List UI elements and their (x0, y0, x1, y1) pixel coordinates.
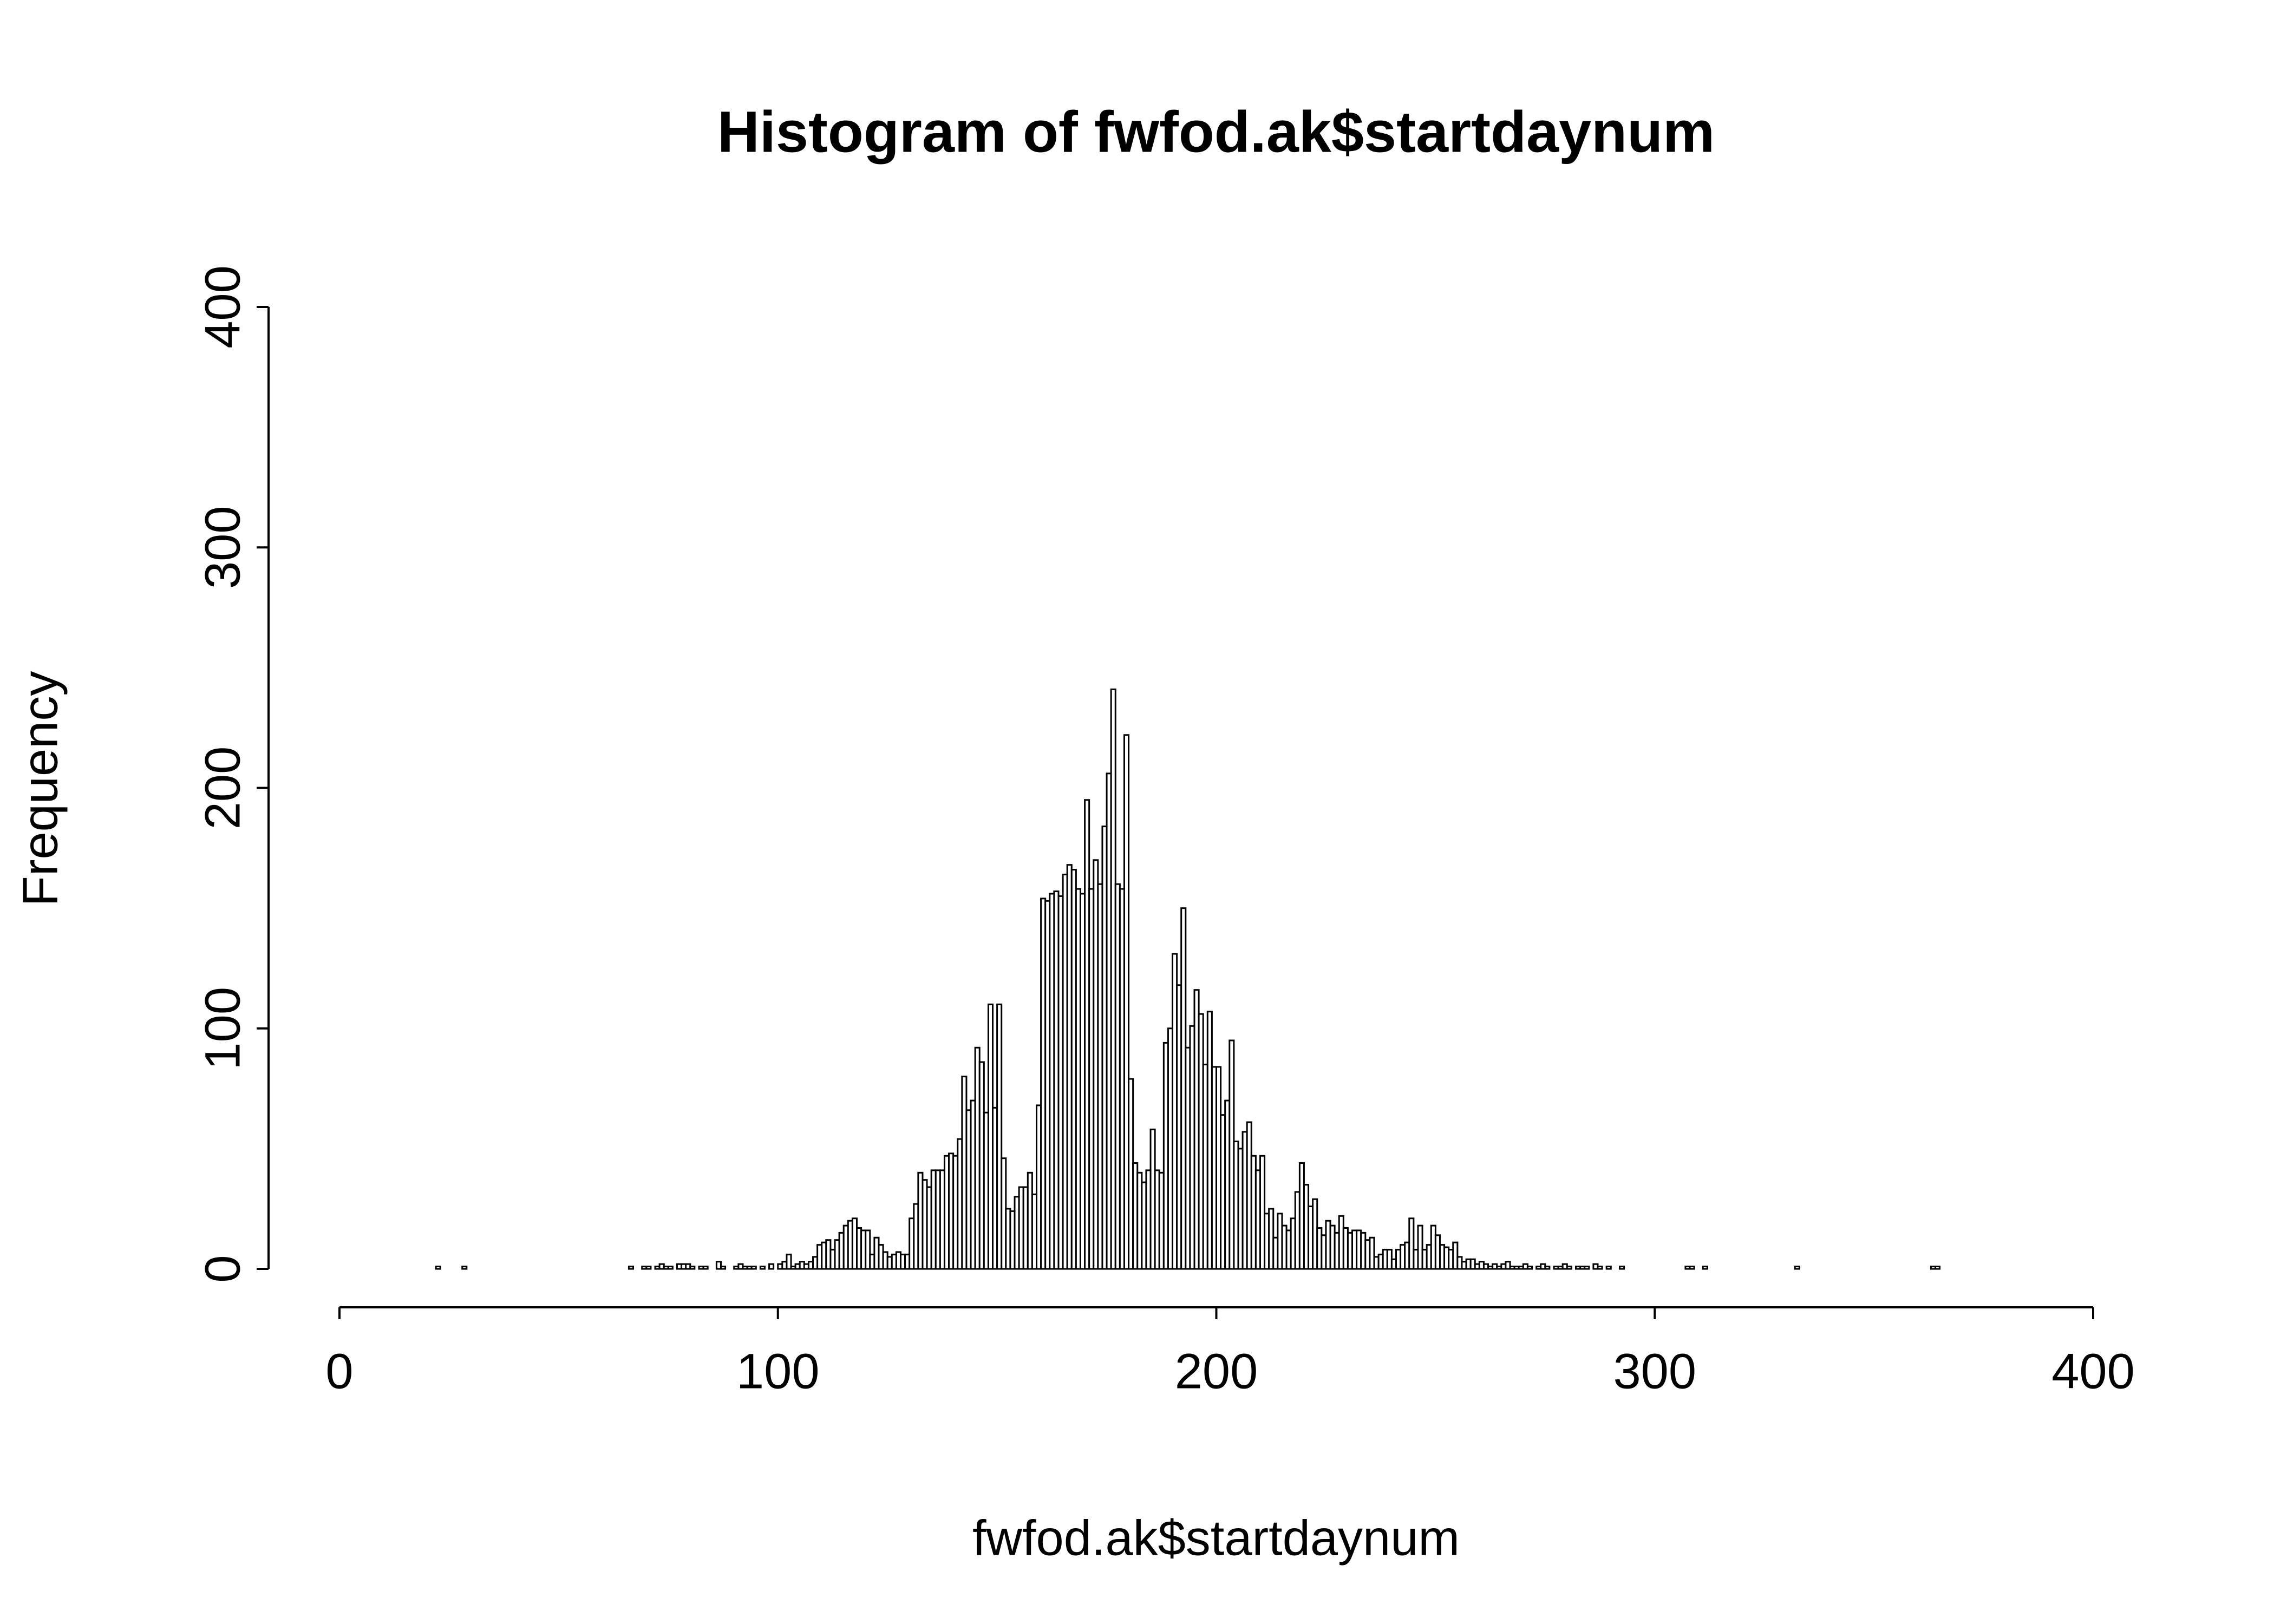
bar (645, 1266, 652, 1270)
bar (1526, 1266, 1533, 1270)
y-axis-label: Frequency (12, 671, 68, 907)
bar (786, 1253, 792, 1270)
bar (1934, 1266, 1941, 1270)
bar (759, 1266, 766, 1270)
bar (1597, 1266, 1603, 1270)
bar (461, 1266, 468, 1270)
bar (1123, 734, 1130, 1270)
bar (768, 1263, 775, 1270)
chart-title: Histogram of fwfod.ak$startdaynum (717, 99, 1715, 165)
x-tick-label: 200 (1175, 1344, 1258, 1399)
bar (1505, 1261, 1511, 1270)
x-tick-label: 100 (736, 1344, 820, 1399)
bar (1566, 1266, 1572, 1270)
bar (1794, 1266, 1800, 1270)
bar (435, 1266, 441, 1270)
bar (1618, 1266, 1625, 1270)
x-tick-label: 0 (325, 1344, 353, 1399)
y-tick-label: 100 (195, 987, 250, 1070)
bar (628, 1266, 635, 1270)
bar (667, 1266, 674, 1270)
bar (750, 1266, 757, 1270)
bar (1689, 1266, 1695, 1270)
bar (1544, 1266, 1551, 1270)
x-tick-label: 300 (1613, 1344, 1697, 1399)
bar (865, 1229, 871, 1270)
bar (1408, 1217, 1415, 1270)
bar (1369, 1236, 1375, 1270)
bar (996, 1003, 1003, 1270)
bar (720, 1266, 727, 1270)
bar (689, 1266, 696, 1270)
x-axis-label: fwfod.ak$startdaynum (972, 1510, 1460, 1566)
y-tick-label: 200 (195, 746, 250, 830)
bar (1584, 1266, 1590, 1270)
y-tick-label: 400 (195, 265, 250, 349)
bar (715, 1261, 722, 1270)
bar (702, 1266, 709, 1270)
bar (1417, 1224, 1423, 1270)
bar (1702, 1266, 1708, 1270)
y-tick-label: 0 (195, 1255, 250, 1282)
bar (1259, 1155, 1266, 1270)
bar (1452, 1241, 1459, 1270)
y-tick-label: 300 (195, 506, 250, 590)
x-tick-label: 400 (2051, 1344, 2135, 1399)
bar (1605, 1266, 1612, 1270)
